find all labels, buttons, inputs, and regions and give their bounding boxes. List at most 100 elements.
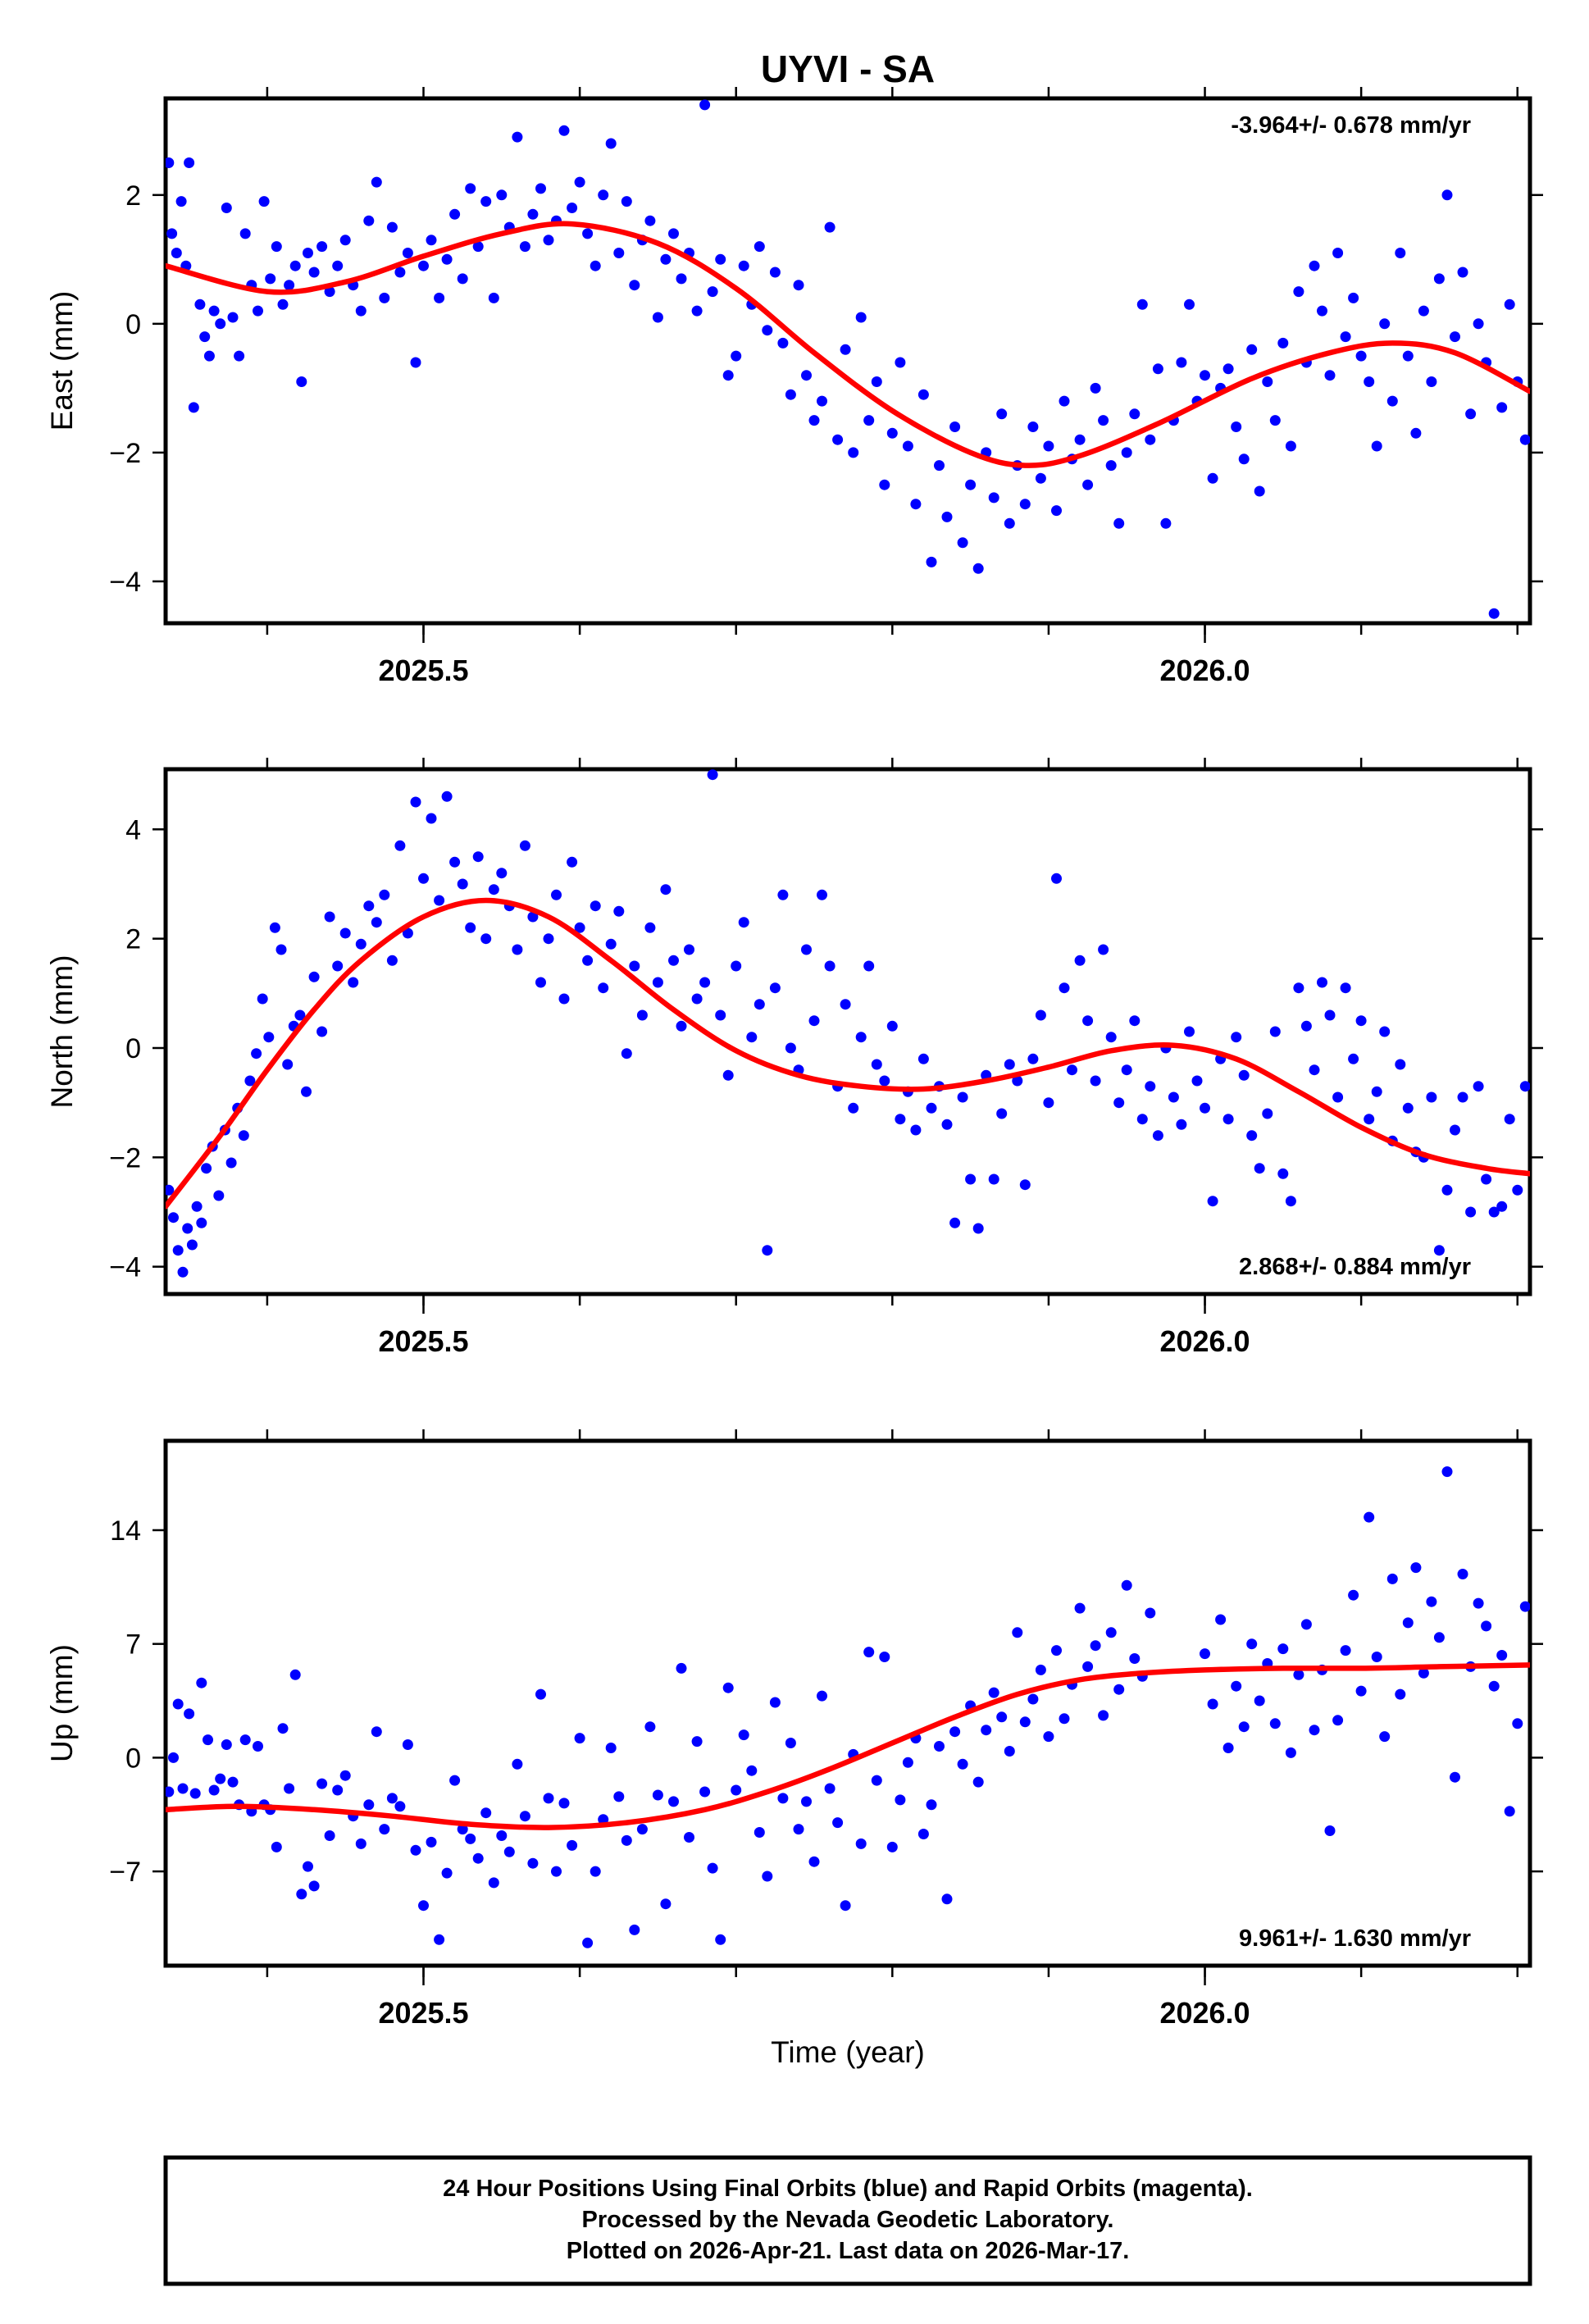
up-data-point xyxy=(402,1739,413,1750)
up-data-point xyxy=(1012,1627,1023,1638)
up-data-point xyxy=(879,1652,890,1662)
north-y-tick-label: 2 xyxy=(125,924,141,955)
north-data-point xyxy=(172,1245,184,1256)
east-data-point xyxy=(1200,370,1210,381)
east-panel: 2025.5 2026.0 −4 −2 0 2 East (mm) -3.964+/- 0.6… xyxy=(45,87,1543,687)
east-data-point xyxy=(605,138,617,149)
east-data-point xyxy=(621,196,632,207)
up-plot-frame xyxy=(163,1438,1532,1968)
east-data-point xyxy=(722,370,734,381)
north-data-point xyxy=(434,895,445,906)
east-data-point xyxy=(668,228,679,239)
north-data-point xyxy=(177,1266,189,1278)
up-data-point xyxy=(172,1698,184,1710)
up-y-tick-label: 7 xyxy=(125,1629,141,1661)
up-data-point xyxy=(363,1799,375,1811)
east-data-point xyxy=(574,176,585,188)
east-data-point xyxy=(1450,331,1460,343)
up-data-point xyxy=(636,1824,648,1835)
up-data-point xyxy=(1145,1607,1156,1619)
north-data-point xyxy=(1059,982,1070,994)
up-data-point xyxy=(1035,1664,1046,1675)
east-data-point xyxy=(239,228,251,239)
east-data-point xyxy=(303,248,313,258)
north-data-point xyxy=(1098,944,1109,955)
north-data-point xyxy=(738,917,749,928)
east-data-point xyxy=(1519,434,1530,445)
north-data-point xyxy=(496,868,508,879)
north-data-point xyxy=(263,1032,275,1043)
east-y-tick-label: −2 xyxy=(109,438,141,469)
east-data-point xyxy=(394,267,406,278)
up-data-point xyxy=(253,1741,263,1752)
east-data-point xyxy=(754,241,765,253)
north-data-point xyxy=(1129,1015,1141,1027)
north-data-point xyxy=(941,1119,953,1130)
up-data-point xyxy=(355,1838,367,1849)
north-data-point xyxy=(348,977,359,988)
east-data-point xyxy=(660,253,672,265)
north-data-point xyxy=(519,840,530,851)
up-data-point xyxy=(832,1817,844,1829)
up-data-point xyxy=(941,1893,953,1905)
north-data-point xyxy=(1051,873,1062,884)
north-data-point xyxy=(386,955,398,966)
east-data-point xyxy=(253,305,263,317)
up-data-point xyxy=(434,1934,445,1945)
up-data-point xyxy=(1129,1653,1141,1664)
east-data-point xyxy=(1059,395,1070,407)
up-data-point xyxy=(1277,1643,1289,1655)
north-points xyxy=(166,769,1530,1278)
x-axis-label: Time (year) xyxy=(771,2035,925,2069)
north-data-point xyxy=(754,999,765,1010)
up-model-curve xyxy=(166,1662,1530,1830)
east-data-point xyxy=(402,248,413,258)
north-data-point xyxy=(1246,1130,1258,1141)
east-data-point xyxy=(488,292,499,303)
up-data-point xyxy=(1496,1650,1508,1661)
north-data-point xyxy=(238,1130,249,1141)
east-data-point xyxy=(1004,517,1015,529)
up-data-point xyxy=(410,1844,421,1856)
east-data-point xyxy=(1090,382,1101,394)
north-data-point xyxy=(449,856,461,868)
up-data-point xyxy=(1519,1601,1530,1612)
up-data-point xyxy=(1488,1680,1500,1692)
north-data-point xyxy=(308,971,320,982)
up-data-point xyxy=(1019,1716,1031,1728)
up-data-point xyxy=(503,1846,515,1857)
up-data-point xyxy=(271,1841,282,1852)
north-data-point xyxy=(1184,1026,1195,1037)
up-data-point xyxy=(817,1690,827,1702)
east-data-point xyxy=(769,267,781,278)
north-data-point xyxy=(426,813,437,824)
north-data-point xyxy=(668,955,679,966)
up-data-point xyxy=(738,1729,749,1741)
east-data-point xyxy=(707,286,718,298)
up-data-point xyxy=(1324,1825,1336,1836)
north-data-point xyxy=(1090,1075,1101,1087)
east-data-point xyxy=(567,203,578,213)
up-data-point xyxy=(917,1829,929,1839)
east-data-point xyxy=(1324,370,1336,381)
up-data-point xyxy=(203,1734,213,1746)
east-data-point xyxy=(418,260,429,271)
east-data-point xyxy=(332,260,344,271)
east-x-tick-label: 2026.0 xyxy=(1159,654,1250,687)
east-data-point xyxy=(480,196,492,207)
east-data-point xyxy=(879,479,890,490)
east-data-point xyxy=(817,395,827,407)
up-data-point xyxy=(972,1776,984,1788)
east-data-point xyxy=(1332,248,1344,258)
north-data-point xyxy=(886,1020,898,1032)
up-data-point xyxy=(1238,1721,1250,1733)
east-data-point xyxy=(1433,273,1445,285)
north-data-point xyxy=(1145,1081,1156,1092)
east-data-point xyxy=(1293,286,1304,298)
up-data-point xyxy=(535,1688,546,1700)
north-data-point xyxy=(777,889,789,900)
east-data-point xyxy=(1488,608,1500,619)
north-data-point xyxy=(824,960,835,972)
north-data-point xyxy=(996,1108,1008,1119)
east-data-point xyxy=(379,292,390,303)
